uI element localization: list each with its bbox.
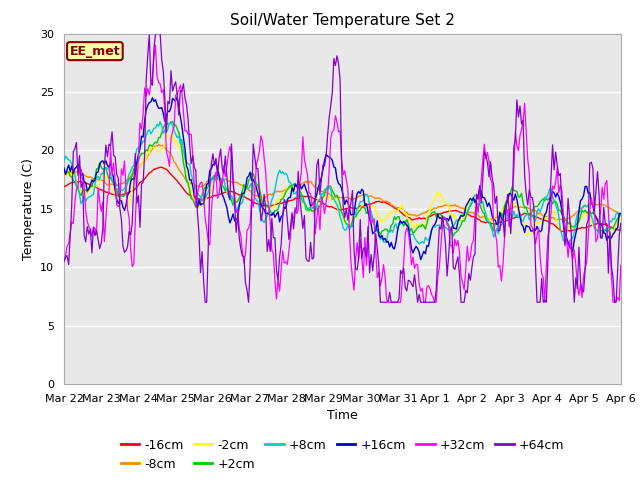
- Legend: -16cm, -8cm, -2cm, +2cm, +8cm, +16cm, +32cm, +64cm: -16cm, -8cm, -2cm, +2cm, +8cm, +16cm, +3…: [116, 433, 569, 476]
- X-axis label: Time: Time: [327, 409, 358, 422]
- Y-axis label: Temperature (C): Temperature (C): [22, 158, 35, 260]
- Text: EE_met: EE_met: [70, 45, 120, 58]
- Title: Soil/Water Temperature Set 2: Soil/Water Temperature Set 2: [230, 13, 455, 28]
